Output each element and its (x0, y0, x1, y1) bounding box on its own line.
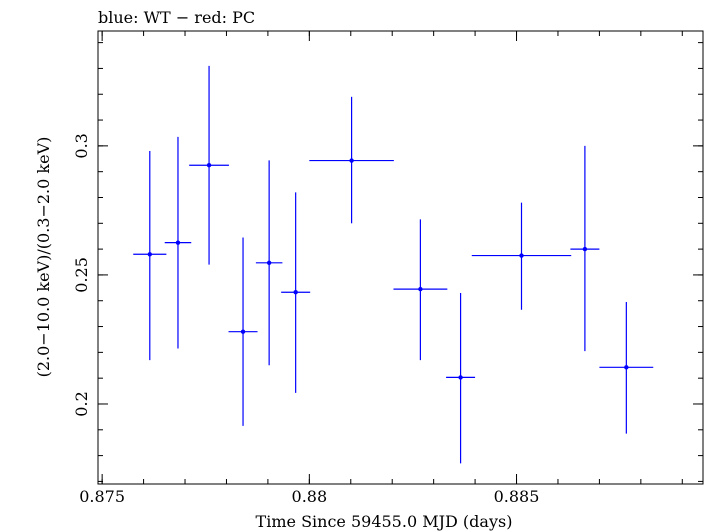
data-point (293, 290, 298, 295)
x-tick-label: 0.885 (494, 487, 540, 506)
data-point (582, 246, 588, 252)
data-point (175, 240, 181, 245)
chart-title: blue: WT − red: PC (98, 8, 255, 27)
data-point (240, 329, 246, 334)
data-point (206, 163, 212, 168)
x-tick-label: 0.875 (79, 487, 125, 506)
data-point (266, 260, 272, 265)
data-point (349, 158, 354, 163)
plot-frame (97, 30, 704, 485)
x-axis-label: Time Since 59455.0 MJD (days) (256, 512, 513, 531)
x-tick-label: 0.88 (292, 487, 328, 506)
y-axis-label: (2.0−10.0 keV)/(0.3−2.0 keV) (34, 137, 53, 378)
data-point (519, 253, 524, 258)
y-tick-label: 0.3 (72, 133, 91, 158)
y-tick-label: 0.2 (72, 391, 91, 416)
data-point (418, 286, 423, 292)
plot-area: 0.875 0.88 0.885 0.2 0.25 0.3 (72, 30, 704, 506)
y-tick-label: 0.25 (72, 257, 91, 293)
data-point (458, 375, 463, 380)
data-point (147, 252, 152, 257)
data-point (624, 365, 629, 370)
